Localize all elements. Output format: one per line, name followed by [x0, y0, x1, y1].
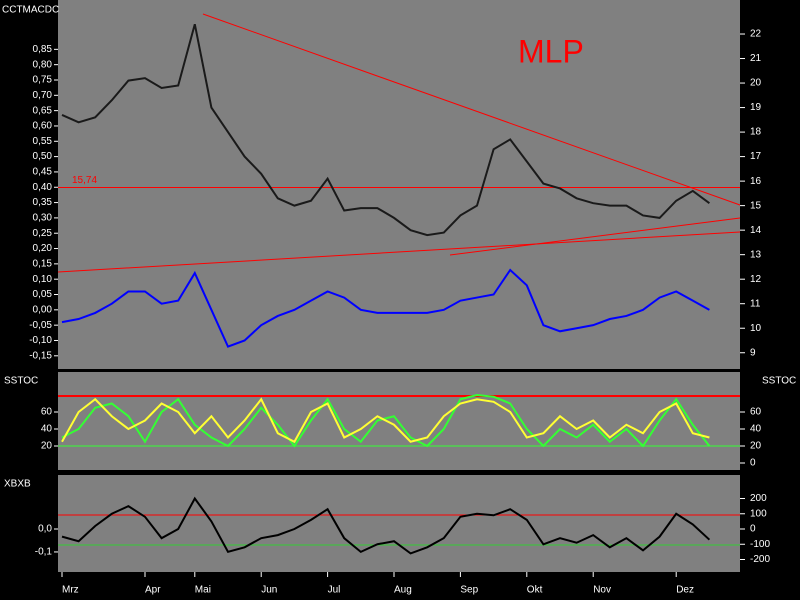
- trend-line: [57, 231, 741, 273]
- y2-tick-label: 60: [750, 407, 762, 418]
- y2-tick-label: 18: [750, 127, 762, 138]
- y-tick-label: -0,10: [29, 335, 52, 346]
- y2-tick-label: 12: [750, 274, 762, 285]
- y-tick-label: 0,70: [33, 90, 53, 101]
- y2-tick-label: 0: [750, 524, 756, 535]
- y2-tick-label: 19: [750, 102, 762, 113]
- y-tick-label: 60: [41, 407, 53, 418]
- y-tick-label: 0,50: [33, 151, 53, 162]
- y-tick-label: -0,15: [29, 350, 52, 361]
- x-tick-label: Mrz: [62, 585, 79, 596]
- panel-title: SSTOC: [4, 376, 38, 387]
- panel-stoch: [58, 372, 740, 470]
- y-tick-label: 0,10: [33, 274, 53, 285]
- y2-tick-label: 100: [750, 508, 767, 519]
- y-tick-label: 0,60: [33, 121, 53, 132]
- y2-tick-label: 22: [750, 29, 762, 40]
- y-tick-label: 0,75: [33, 75, 53, 86]
- y-tick-label: 0,25: [33, 228, 53, 239]
- y2-tick-label: 20: [750, 78, 762, 89]
- x-tick-label: Mai: [195, 585, 211, 596]
- panel-title: SSTOC: [762, 376, 796, 387]
- y2-tick-label: 15: [750, 200, 762, 211]
- y2-tick-label: 16: [750, 176, 762, 187]
- series-line: [61, 393, 711, 448]
- panel-title: XBXB: [4, 479, 31, 490]
- y-tick-label: 0,55: [33, 136, 53, 147]
- x-tick-label: Jun: [261, 585, 277, 596]
- y-tick-label: 0,30: [33, 213, 53, 224]
- y2-tick-label: 11: [750, 298, 761, 309]
- panel-title: CCTMACDC: [2, 5, 59, 16]
- y-tick-label: 0,15: [33, 259, 53, 270]
- y2-tick-label: 40: [750, 424, 762, 435]
- y-tick-label: 0,00: [33, 304, 53, 315]
- trend-line: [449, 217, 741, 256]
- y2-tick-label: 200: [750, 493, 767, 504]
- series-line: [61, 397, 710, 444]
- y-tick-label: 40: [41, 424, 53, 435]
- x-tick-label: Okt: [527, 585, 543, 596]
- trend-line: [202, 13, 741, 206]
- y-tick-label: 0,35: [33, 197, 53, 208]
- panel-price: [58, 0, 740, 369]
- y-tick-label: 0,45: [33, 167, 53, 178]
- y2-tick-label: -100: [750, 539, 770, 550]
- y-tick-label: 0,05: [33, 289, 53, 300]
- y2-tick-label: 10: [750, 323, 762, 334]
- y2-tick-label: 9: [750, 347, 756, 358]
- y2-tick-label: -200: [750, 554, 770, 565]
- y-tick-label: 0,20: [33, 243, 53, 254]
- y2-tick-label: 20: [750, 441, 762, 452]
- y-tick-label: 0,85: [33, 44, 53, 55]
- y2-tick-label: 14: [750, 225, 762, 236]
- y-tick-label: 0,0: [38, 524, 52, 535]
- x-tick-label: Aug: [394, 585, 412, 596]
- series-line: [61, 23, 710, 237]
- x-tick-label: Nov: [593, 585, 611, 596]
- y2-tick-label: 0: [750, 458, 756, 469]
- y-tick-label: -0,1: [35, 547, 53, 558]
- panel-xbxb: [58, 475, 740, 572]
- y-tick-label: 0,65: [33, 105, 53, 116]
- reference-label: 15,74: [72, 175, 97, 186]
- x-tick-label: Dez: [676, 585, 694, 596]
- x-tick-label: Jul: [328, 585, 341, 596]
- y2-tick-label: 13: [750, 249, 762, 260]
- y2-tick-label: 21: [750, 53, 762, 64]
- y2-tick-label: 17: [750, 151, 762, 162]
- y-tick-label: 20: [41, 441, 53, 452]
- x-tick-label: Sep: [460, 585, 478, 596]
- y-tick-label: 0,80: [33, 59, 53, 70]
- y-tick-label: 0,40: [33, 182, 53, 193]
- x-tick-label: Apr: [145, 585, 161, 596]
- series-line: [61, 268, 710, 348]
- series-line: [61, 496, 711, 555]
- y-tick-label: -0,05: [29, 320, 52, 331]
- annotation: MLP: [518, 33, 584, 69]
